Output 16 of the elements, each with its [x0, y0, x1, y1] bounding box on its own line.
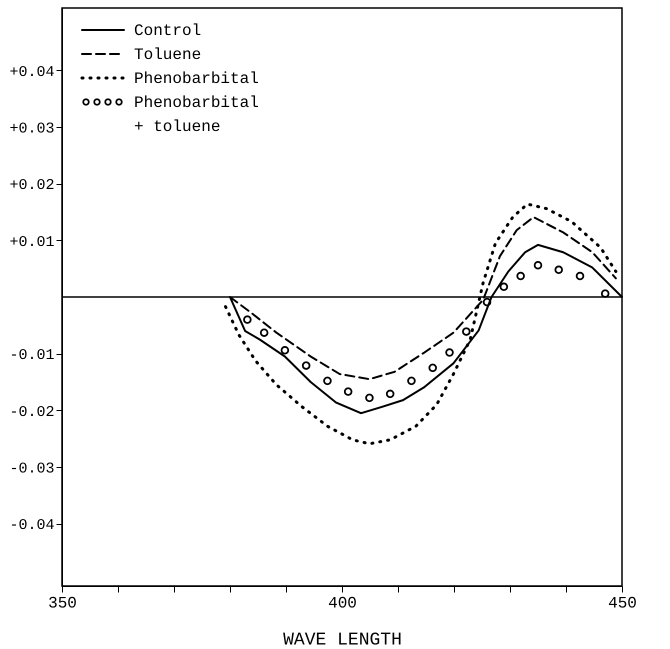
- legend-label: Phenobarbital: [134, 70, 259, 88]
- y-tick-label: +0.02: [9, 177, 54, 194]
- y-tick-label: +0.03: [9, 120, 54, 138]
- y-tick-label: -0.04: [9, 517, 54, 534]
- y-tick-label: +0.04: [9, 64, 54, 81]
- y-tick-label: -0.01: [9, 347, 54, 364]
- x-tick-label: 450: [608, 594, 637, 612]
- legend-label: Phenobarbital + toluene: [134, 94, 259, 136]
- x-tick-label: 350: [48, 594, 77, 612]
- legend-label: Toluene: [134, 46, 202, 64]
- y-tick-label: -0.03: [9, 460, 54, 478]
- y-tick-label: -0.02: [9, 404, 54, 421]
- x-tick-label: 400: [328, 594, 357, 612]
- y-tick-label: +0.01: [9, 234, 54, 251]
- legend-label: Control: [134, 22, 202, 40]
- x-axis-title: WAVE LENGTH: [283, 630, 402, 649]
